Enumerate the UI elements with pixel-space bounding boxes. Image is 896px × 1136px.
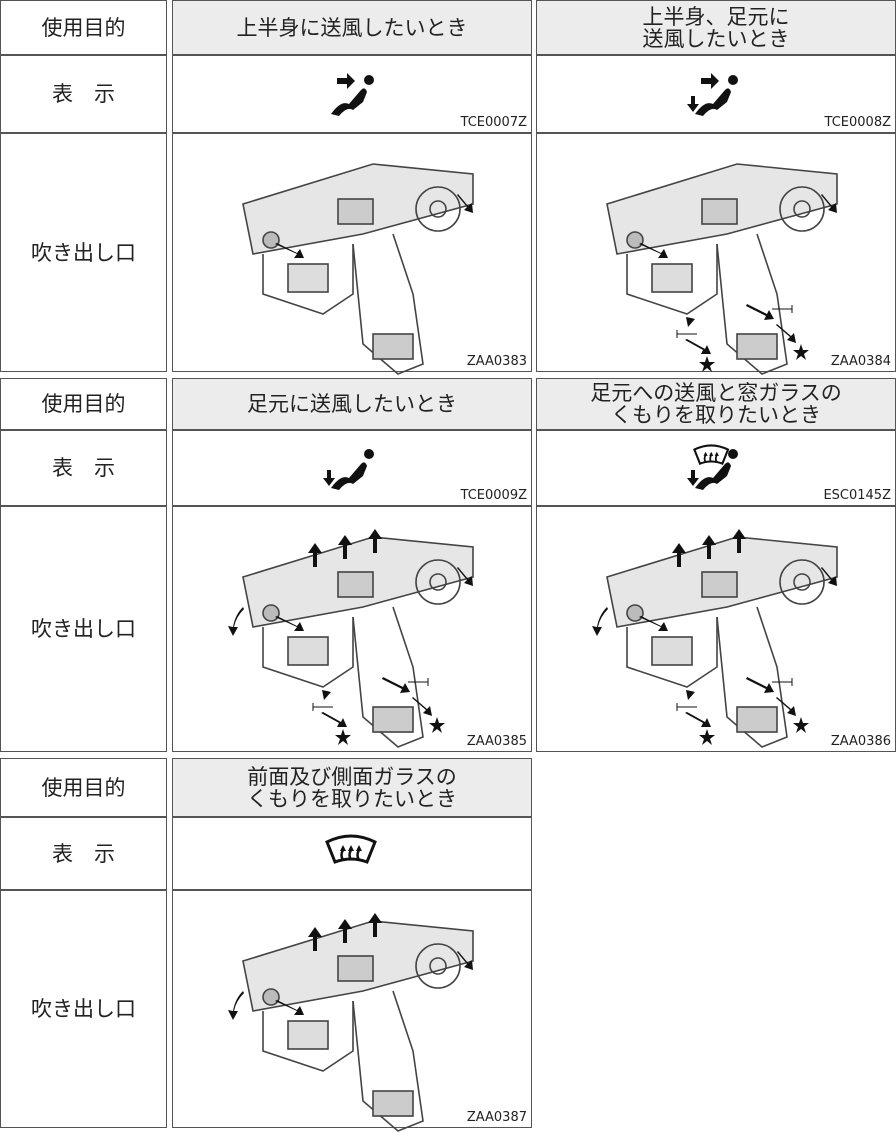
row-label: 使用目的 xyxy=(41,392,126,416)
vent-illustration xyxy=(606,163,838,375)
row-label-cell: 表 示 xyxy=(0,817,167,890)
icon-code: TCE0009Z xyxy=(460,488,527,503)
icon-code: TCE0008Z xyxy=(824,115,891,130)
row-label-cell: 吹き出し口 xyxy=(0,133,167,372)
row-label: 吹き出し口 xyxy=(31,617,136,641)
purpose-text: 上半身に送風したいとき xyxy=(236,15,468,40)
figure-code: ZAA0384 xyxy=(830,354,891,369)
purpose-cell: 上半身に送風したいとき xyxy=(172,0,532,55)
mode-icon xyxy=(687,73,738,116)
icon-code: ESC0145Z xyxy=(823,488,891,503)
purpose-cell: 上半身、足元に 送風したいとき xyxy=(536,0,896,55)
figure-code: ZAA0387 xyxy=(466,1110,527,1125)
vent-illustration xyxy=(592,529,838,748)
purpose-text: 足元への送風と窓ガラスの くもりを取りたいとき xyxy=(590,381,842,427)
figure-cell: ZAA0383 xyxy=(172,133,532,375)
figure-cell: ZAA0386 xyxy=(536,506,896,752)
mode-icon xyxy=(331,73,374,116)
row-label: 吹き出し口 xyxy=(31,240,136,265)
purpose-text: 上半身、足元に 送風したいとき xyxy=(642,4,790,51)
purpose-text: 前面及び側面ガラスの くもりを取りたいとき xyxy=(247,764,457,811)
figure-cell: ZAA0385 xyxy=(172,506,532,752)
row-label: 表 示 xyxy=(52,82,115,106)
figure-code: ZAA0383 xyxy=(466,354,527,369)
vent-illustration xyxy=(242,163,474,375)
row-label-cell: 表 示 xyxy=(0,55,167,133)
icon-cell xyxy=(172,817,532,890)
row-label: 表 示 xyxy=(52,456,115,480)
purpose-text: 足元に送風したいとき xyxy=(247,392,457,416)
row-label-cell: 使用目的 xyxy=(0,758,167,817)
row-label: 吹き出し口 xyxy=(31,997,136,1021)
icon-cell: TCE0009Z xyxy=(172,430,532,506)
icon-code: TCE0007Z xyxy=(460,115,527,130)
figure-code: ZAA0386 xyxy=(830,734,891,749)
purpose-cell: 足元への送風と窓ガラスの くもりを取りたいとき xyxy=(536,378,896,430)
row-label-cell: 使用目的 xyxy=(0,0,167,55)
mode-icon xyxy=(687,444,738,490)
mode-icon xyxy=(323,449,374,490)
vent-illustration xyxy=(228,913,474,1132)
row-label: 使用目的 xyxy=(41,15,126,40)
row-label-cell: 表 示 xyxy=(0,430,167,506)
row-label-cell: 吹き出し口 xyxy=(0,506,167,752)
row-label: 使用目的 xyxy=(41,775,126,800)
purpose-cell: 足元に送風したいとき xyxy=(172,378,532,430)
row-label-cell: 吹き出し口 xyxy=(0,890,167,1128)
icon-cell: ESC0145Z xyxy=(536,430,896,506)
icon-cell: TCE0007Z xyxy=(172,55,532,133)
icon-cell: TCE0008Z xyxy=(536,55,896,133)
row-label-cell: 使用目的 xyxy=(0,378,167,430)
figure-cell: ZAA0387 xyxy=(172,890,532,1132)
mode-icon xyxy=(325,834,377,864)
vent-illustration xyxy=(228,529,474,748)
purpose-cell: 前面及び側面ガラスの くもりを取りたいとき xyxy=(172,758,532,817)
figure-cell: ZAA0384 xyxy=(536,133,896,375)
row-label: 表 示 xyxy=(52,841,115,866)
figure-code: ZAA0385 xyxy=(466,734,527,749)
